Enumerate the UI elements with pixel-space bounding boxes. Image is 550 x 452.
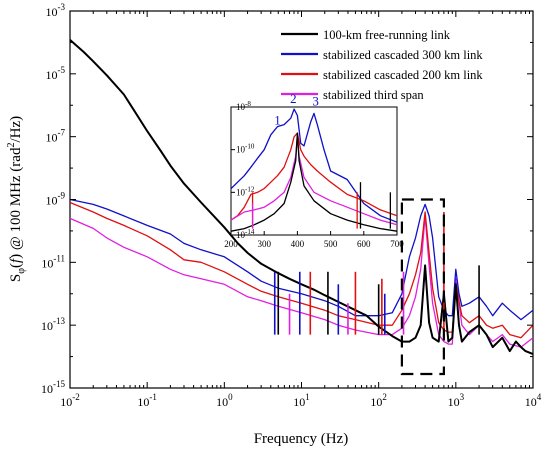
y-tick-label-base: 10 xyxy=(46,5,58,19)
highlight-box-group xyxy=(400,198,445,376)
y-tick-label: 10-3 xyxy=(46,2,66,19)
inset-series-line-0 xyxy=(230,108,398,223)
y-tick-label-exp: -9 xyxy=(58,191,66,201)
inset-y-tick-label: 10-12 xyxy=(236,185,255,197)
inset-peak-labels: 12 3 xyxy=(274,91,319,127)
x-tick-label-base: 10 xyxy=(60,395,72,409)
x-tick-label-base: 10 xyxy=(137,395,149,409)
y-axis-title-part1: S xyxy=(8,274,24,282)
y-tick-label-base: 10 xyxy=(46,194,58,208)
x-tick-label-exp: 4 xyxy=(537,392,542,402)
x-tick-label-base: 10 xyxy=(448,395,460,409)
y-axis-title-part3: ) @ 100 MHz (rad xyxy=(8,147,24,259)
y-tick-label-exp: -15 xyxy=(53,379,65,389)
x-tick-label-base: 10 xyxy=(293,395,305,409)
inset-y-tick-exp: -10 xyxy=(245,143,255,151)
inset-series-line-3 xyxy=(230,132,398,232)
y-tick-label: 10-13 xyxy=(41,316,65,333)
x-tick-label-exp: 1 xyxy=(305,392,310,402)
inset-x-tick-label: 600 xyxy=(357,239,371,249)
y-tick-label: 10-5 xyxy=(46,65,66,82)
inset-peak-label-1: 1 xyxy=(274,113,281,128)
x-tick-label-base: 10 xyxy=(216,395,228,409)
y-tick-label-base: 10 xyxy=(46,68,58,82)
y-tick-label-exp: -13 xyxy=(53,316,65,326)
main-ticks-group xyxy=(69,10,534,389)
x-tick-label: 100 xyxy=(216,392,233,409)
x-tick-label-exp: -1 xyxy=(149,392,157,402)
y-tick-label-exp: -3 xyxy=(58,2,66,12)
y-tick-label: 10-7 xyxy=(46,128,66,145)
inset-frame xyxy=(230,106,398,236)
y-tick-label-exp: -5 xyxy=(58,65,66,75)
series-line-1 xyxy=(69,198,534,321)
inset-y-tick-base: 10 xyxy=(236,230,246,240)
legend: 100-km free-running link stabilized casca… xyxy=(281,28,483,102)
y-tick-label: 10-9 xyxy=(46,191,66,208)
y-tick-label: 10-11 xyxy=(41,253,65,270)
y-tick-label: 10-15 xyxy=(41,379,65,396)
inset-x-tick-label: 300 xyxy=(257,239,271,249)
y-tick-label-exp: -11 xyxy=(53,253,65,263)
x-tick-label: 103 xyxy=(448,392,465,409)
inset-peak-label-3: 3 xyxy=(312,93,319,108)
legend-label-1: stabilized cascaded 300 km link xyxy=(323,48,483,62)
inset-x-tick-label: 200 xyxy=(224,239,238,249)
y-axis-title-sup: 2 xyxy=(6,143,17,148)
x-tick-label: 101 xyxy=(293,392,310,409)
y-axis-title-sub: φ xyxy=(16,268,27,274)
x-tick-label-base: 10 xyxy=(525,395,537,409)
x-axis-title: Frequency (Hz) xyxy=(254,431,349,447)
inset-y-tick-base: 10 xyxy=(236,102,246,112)
y-tick-label-exp: -7 xyxy=(58,128,66,138)
y-axis-title: Sφ(f) @ 100 MHz (rad2/Hz) xyxy=(6,116,27,282)
x-tick-label: 102 xyxy=(370,392,387,409)
inset-y-tick-base: 10 xyxy=(236,145,246,155)
inset-y-tick-label: 10-10 xyxy=(236,143,255,155)
inset-y-tick-label: 10-14 xyxy=(236,228,255,240)
y-tick-label-base: 10 xyxy=(41,256,53,270)
x-tick-label-exp: 3 xyxy=(460,392,465,402)
x-tick-label-exp: 0 xyxy=(228,392,233,402)
y-axis-title-italic: f xyxy=(8,257,24,263)
x-tick-labels: 10-2 10-1 100 101 102 103 104 xyxy=(60,392,542,409)
x-tick-label: 10-2 xyxy=(60,392,80,409)
inset-y-tick-exp: -14 xyxy=(245,228,255,236)
x-tick-label-base: 10 xyxy=(370,395,382,409)
inset-y-tick-exp: -12 xyxy=(245,185,255,193)
y-tick-label-base: 10 xyxy=(46,131,58,145)
legend-label-0: 100-km free-running link xyxy=(323,28,451,42)
inset-x-tick-label: 700 xyxy=(390,239,404,249)
y-axis-title-part2: ( xyxy=(8,263,24,268)
inset-y-tick-label: 10-8 xyxy=(236,100,251,112)
inset-y-tick-exp: -8 xyxy=(245,100,251,108)
y-axis-title-part4: /Hz) xyxy=(8,116,24,143)
x-tick-label-exp: 2 xyxy=(382,392,387,402)
x-tick-label: 10-1 xyxy=(137,392,157,409)
inset-spurs-group xyxy=(251,182,392,229)
inset-x-tick-label: 400 xyxy=(291,239,305,249)
y-tick-label-base: 10 xyxy=(41,382,53,396)
highlight-dashed-box xyxy=(400,198,445,376)
legend-label-3: stabilized third span xyxy=(323,88,424,102)
legend-label-2: stabilized cascaded 200 km link xyxy=(323,68,483,82)
y-tick-label-base: 10 xyxy=(41,319,53,333)
inset-y-tick-base: 10 xyxy=(236,187,246,197)
series-line-2 xyxy=(69,201,534,339)
inset-x-tick-label: 500 xyxy=(324,239,338,249)
inset-peak-label-2: 2 xyxy=(290,91,297,106)
x-tick-label-exp: -2 xyxy=(72,392,80,402)
x-tick-label: 104 xyxy=(525,392,542,409)
